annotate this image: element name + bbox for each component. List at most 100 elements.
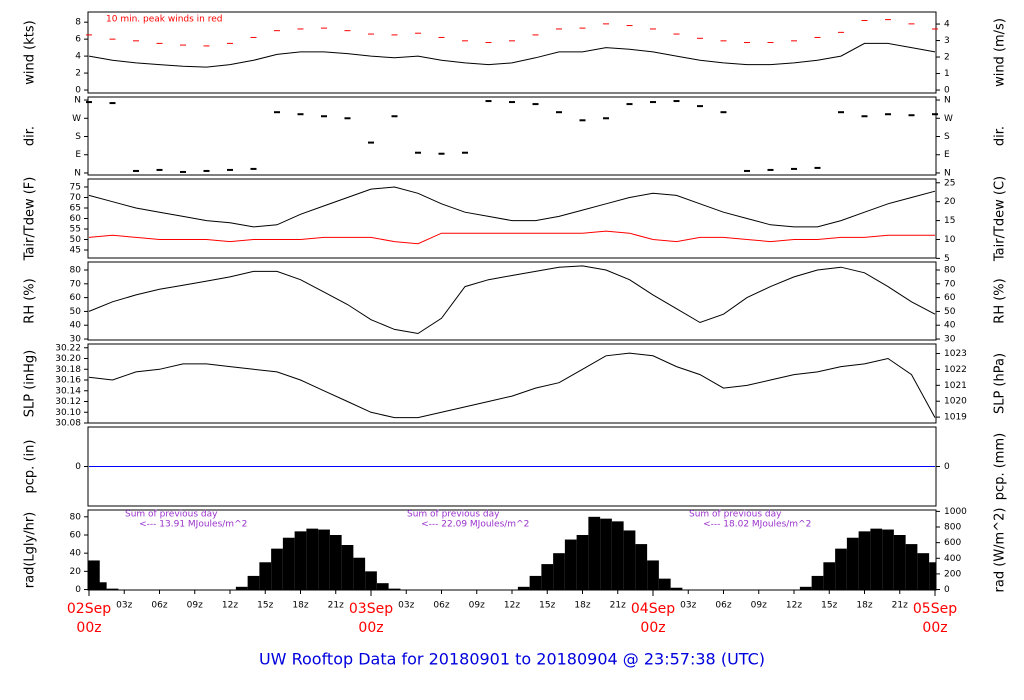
y2-axis-label: Tair/Tdew (C) (993, 176, 1008, 262)
annotation: <--- 22.09 MJoules/m^2 (421, 520, 529, 530)
day-tick-date: 03Sep (349, 601, 393, 617)
bar (811, 575, 824, 590)
x-tick-label: 12z (504, 601, 520, 611)
direction-point (861, 115, 868, 118)
x-tick-label: 12z (786, 601, 802, 611)
x-tick-label: 21z (610, 601, 626, 611)
bar (282, 537, 295, 590)
y-tick-label: 40 (70, 321, 82, 331)
y2-tick-label: 4 (944, 20, 950, 30)
bar (306, 528, 319, 590)
y-axis-label: wind (kts) (23, 20, 38, 84)
y2-tick-label: 15 (944, 216, 955, 226)
direction-point (438, 152, 445, 155)
x-tick-label: 03z (398, 601, 414, 611)
direction-point (532, 103, 539, 106)
y2-axis-label: SLP (hPa) (993, 353, 1008, 414)
bar (88, 560, 100, 590)
x-tick-label: 18z (574, 601, 590, 611)
bar (846, 537, 859, 590)
y-tick-label: 8 (75, 18, 81, 28)
y-tick-label: 30 (70, 335, 82, 345)
panel-frame (87, 261, 937, 341)
direction-point (321, 115, 327, 118)
bar (388, 588, 401, 590)
y-tick-label: 20 (70, 567, 82, 577)
y2-axis-label: dir. (993, 126, 1008, 146)
y-tick-label: 65 (70, 203, 81, 213)
bar (271, 548, 283, 590)
direction-point (697, 105, 703, 108)
bar (588, 516, 601, 590)
annotation: Sum of previous day (689, 510, 782, 520)
y2-tick-label: W (944, 114, 953, 124)
y-tick-label: 30.10 (55, 408, 81, 418)
x-tick-label: 09z (751, 601, 767, 611)
y2-axis-label: pcp. (mm) (993, 433, 1008, 500)
day-tick-hour: 00z (76, 620, 101, 636)
annotation: Sum of previous day (407, 510, 500, 520)
bar (341, 545, 354, 590)
y-tick-label: 55 (70, 225, 81, 235)
direction-point (203, 169, 210, 172)
y2-tick-label: 1000 (944, 507, 967, 517)
x-tick-label: 12z (222, 601, 238, 611)
y-axis-label: SLP (inHg) (23, 350, 38, 418)
y-tick-label: 70 (70, 193, 82, 203)
y2-tick-label: 1023 (944, 349, 967, 359)
chart-title: UW Rooftop Data for 20180901 to 20180904… (259, 650, 765, 669)
y-tick-label: 80 (70, 266, 82, 276)
y-axis-label: RH (%) (23, 278, 38, 323)
y2-tick-label: 25 (944, 178, 955, 188)
bar (247, 575, 260, 590)
bar (658, 578, 671, 590)
y2-tick-label: E (944, 150, 950, 160)
y2-tick-label: 1 (944, 69, 950, 79)
y-tick-label: 30.22 (55, 343, 81, 353)
bar (517, 586, 530, 590)
y2-tick-label: 0 (944, 86, 950, 96)
y-tick-label: E (75, 150, 81, 160)
direction-point (250, 167, 257, 170)
bar (635, 544, 648, 590)
direction-point (932, 113, 938, 116)
direction-point (908, 114, 915, 117)
y-tick-label: 75 (70, 182, 81, 192)
panel-frame (87, 178, 937, 259)
bar (294, 531, 307, 590)
y2-tick-label: 1019 (944, 413, 967, 423)
y2-tick-label: N (944, 96, 951, 106)
x-tick-label: 03z (680, 601, 696, 611)
y2-tick-label: 40 (944, 321, 956, 331)
bar (576, 535, 589, 590)
direction-point (227, 168, 233, 171)
y-tick-label: 70 (70, 279, 82, 289)
bar (893, 535, 906, 590)
direction-point (556, 111, 562, 114)
direction-point (579, 119, 586, 122)
direction-point (180, 170, 186, 173)
direction-point (133, 169, 139, 172)
bar (670, 587, 683, 590)
y-axis-label: rad(Lgly/hr) (23, 512, 38, 588)
direction-point (767, 168, 774, 171)
y-tick-label: 30.12 (55, 397, 81, 407)
bar (823, 562, 836, 590)
y2-tick-label: 0 (944, 585, 950, 595)
x-tick-label: 09z (187, 601, 203, 611)
y2-tick-label: 70 (944, 279, 956, 289)
x-tick-label: 06z (433, 601, 449, 611)
y-tick-label: 60 (70, 214, 82, 224)
x-tick-label: 18z (292, 601, 308, 611)
x-tick-label: 06z (715, 601, 731, 611)
day-tick-date: 04Sep (631, 601, 675, 617)
x-tick-label: 09z (469, 601, 485, 611)
x-tick-label: 03z (116, 601, 132, 611)
direction-point (814, 166, 821, 169)
bar (799, 586, 812, 590)
data-line (88, 230, 935, 245)
direction-point (673, 100, 680, 103)
bar (905, 544, 918, 590)
bar (365, 571, 377, 590)
y-tick-label: 60 (70, 531, 82, 541)
